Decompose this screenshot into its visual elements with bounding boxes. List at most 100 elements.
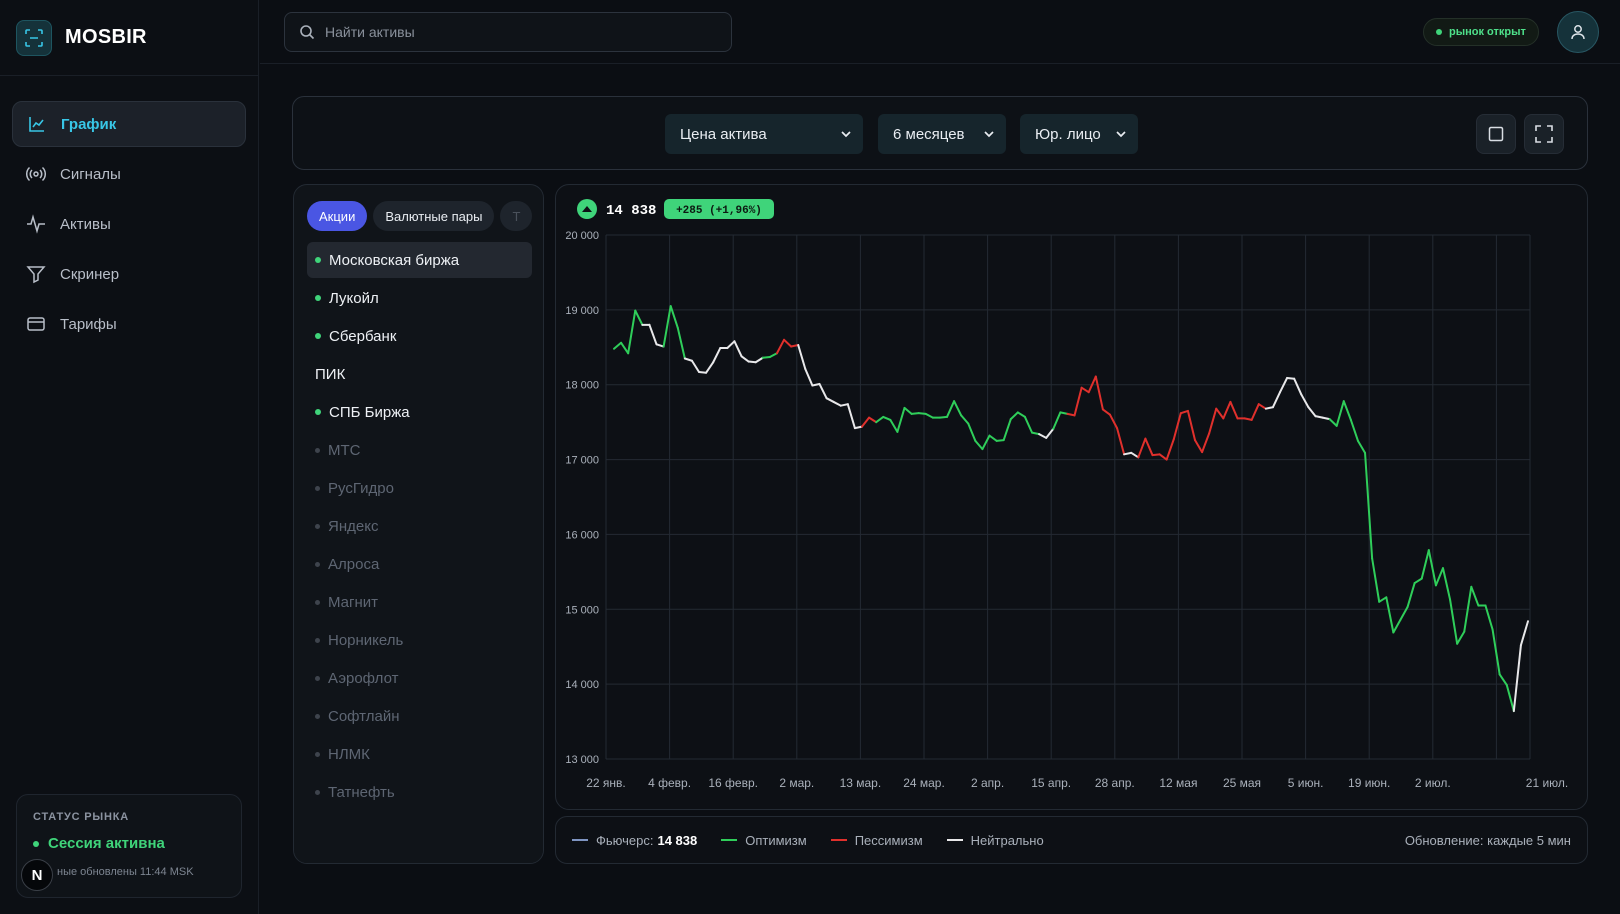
- asset-list-item[interactable]: Яндекс: [307, 508, 532, 544]
- nav-label: График: [61, 115, 117, 133]
- chart-grid: [605, 234, 1531, 760]
- asset-list-panel: Акции Валютные пары Т Московская биржа Лу…: [293, 184, 544, 864]
- asset-list-item[interactable]: СПБ Биржа: [307, 394, 532, 430]
- price-segment: [953, 400, 963, 417]
- price-segment: [1201, 432, 1211, 454]
- asset-list-item[interactable]: Магнит: [307, 584, 532, 620]
- topbar: рынок открыт: [260, 0, 1620, 64]
- price-segment: [896, 406, 906, 433]
- tab-stocks[interactable]: Акции: [307, 201, 368, 231]
- price-segment: [1456, 630, 1466, 645]
- price-segment: [1038, 433, 1048, 439]
- y-tick-label: 17 000: [565, 455, 599, 467]
- price-segment: [655, 343, 665, 348]
- price-segment: [938, 415, 949, 419]
- nav-item-signals[interactable]: Сигналы: [12, 151, 246, 197]
- asset-list-item[interactable]: Норникель: [307, 622, 532, 658]
- asset-list-item[interactable]: Московская биржа: [307, 242, 532, 278]
- asset-list-item[interactable]: Софтлайн: [307, 698, 532, 734]
- price-segment: [1144, 437, 1154, 457]
- main-nav: График Сигналы Активы Скринер Тарифы: [0, 76, 258, 376]
- activity-icon: [27, 214, 45, 234]
- sidebar: MOSBIR График Сигналы Активы Скринер Тар…: [0, 0, 259, 914]
- search-box[interactable]: [284, 12, 732, 52]
- price-segment: [1059, 411, 1069, 415]
- price-segment: [1300, 393, 1310, 409]
- entity-select[interactable]: Юр. лицо: [1020, 114, 1138, 154]
- asset-name: МТС: [328, 441, 361, 459]
- session-status: Сессия активна: [33, 835, 225, 852]
- price-segment: [917, 412, 927, 415]
- asset-name: Норникель: [328, 631, 404, 649]
- price-segment: [1045, 427, 1055, 439]
- asset-list-item[interactable]: РусГидро: [307, 470, 532, 506]
- nav-item-assets[interactable]: Активы: [12, 201, 246, 247]
- price-segment: [1512, 644, 1522, 713]
- price-segment: [1222, 400, 1232, 420]
- price-segment: [889, 418, 899, 433]
- tab-more[interactable]: Т: [500, 201, 533, 231]
- price-segment: [754, 356, 764, 364]
- asset-name: Магнит: [328, 593, 379, 611]
- status-dot-icon: [315, 637, 320, 643]
- asset-list-item[interactable]: МТС: [307, 432, 532, 468]
- asset-list-item[interactable]: Лукойл: [307, 280, 532, 316]
- asset-name: Московская биржа: [329, 251, 460, 269]
- price-segment: [1080, 386, 1090, 394]
- asset-list-item[interactable]: Аэрофлот: [307, 660, 532, 696]
- price-segment: [726, 340, 736, 350]
- status-dot-icon: [315, 675, 320, 681]
- x-tick-label: 15 апр.: [1031, 776, 1071, 790]
- asset-name: Сбербанк: [329, 327, 397, 345]
- price-segment: [1179, 409, 1189, 415]
- entity-select-value: Юр. лицо: [1035, 125, 1101, 143]
- chevron-down-icon: [841, 131, 851, 138]
- n-badge-icon[interactable]: N: [21, 859, 53, 891]
- price-chart[interactable]: 14 838 +285 (+1,96%) 20 000 19 000 18 000 1…: [556, 185, 1589, 811]
- x-tick-label: 25 мая: [1223, 776, 1261, 790]
- user-icon: [1571, 25, 1585, 40]
- price-segment: [868, 416, 878, 424]
- nav-item-tariffs[interactable]: Тарифы: [12, 301, 246, 347]
- price-segment: [1413, 577, 1423, 585]
- price-segment: [797, 344, 807, 370]
- price-segment: [1271, 391, 1282, 409]
- price-segment: [1116, 427, 1126, 456]
- nav-item-chart[interactable]: График: [12, 101, 246, 147]
- price-segment: [634, 309, 644, 326]
- y-tick-label: 15 000: [565, 604, 599, 616]
- price-segment: [1151, 453, 1161, 457]
- price-segment: [1243, 417, 1253, 421]
- search-input[interactable]: [325, 24, 705, 40]
- price-segment: [960, 414, 970, 425]
- tab-currency-pairs[interactable]: Валютные пары: [373, 201, 495, 231]
- user-avatar[interactable]: [1557, 11, 1599, 53]
- status-dot-icon: [315, 447, 320, 453]
- price-segment: [1328, 418, 1338, 427]
- compact-view-button[interactable]: [1476, 114, 1516, 154]
- price-segment: [627, 309, 637, 355]
- price-segment: [1463, 585, 1473, 633]
- price-segment: [1356, 439, 1367, 454]
- asset-list-item[interactable]: ПИК: [307, 356, 532, 392]
- price-segment: [790, 344, 800, 348]
- price-segment: [1229, 400, 1239, 420]
- price-segment: [1364, 451, 1374, 560]
- asset-list-item[interactable]: НЛМК: [307, 736, 532, 772]
- status-updated: ные обновлены 11:44 MSK: [57, 866, 194, 878]
- metric-select[interactable]: Цена актива: [665, 114, 863, 154]
- price-segment: [705, 361, 715, 374]
- price-segment: [825, 397, 835, 403]
- nav-item-screener[interactable]: Скринер: [12, 251, 246, 297]
- asset-list-item[interactable]: Алроса: [307, 546, 532, 582]
- asset-name: Яндекс: [328, 517, 379, 535]
- brand[interactable]: MOSBIR: [0, 0, 258, 76]
- price-segment: [1279, 376, 1289, 394]
- price-segment: [1498, 673, 1508, 686]
- asset-list-item[interactable]: Сбербанк: [307, 318, 532, 354]
- asset-name: Аэрофлот: [328, 669, 399, 687]
- period-select[interactable]: 6 месяцев: [878, 114, 1006, 154]
- chevron-down-icon: [1116, 131, 1126, 138]
- legend-swatch-futures: [572, 839, 588, 841]
- fullscreen-button[interactable]: [1524, 114, 1564, 154]
